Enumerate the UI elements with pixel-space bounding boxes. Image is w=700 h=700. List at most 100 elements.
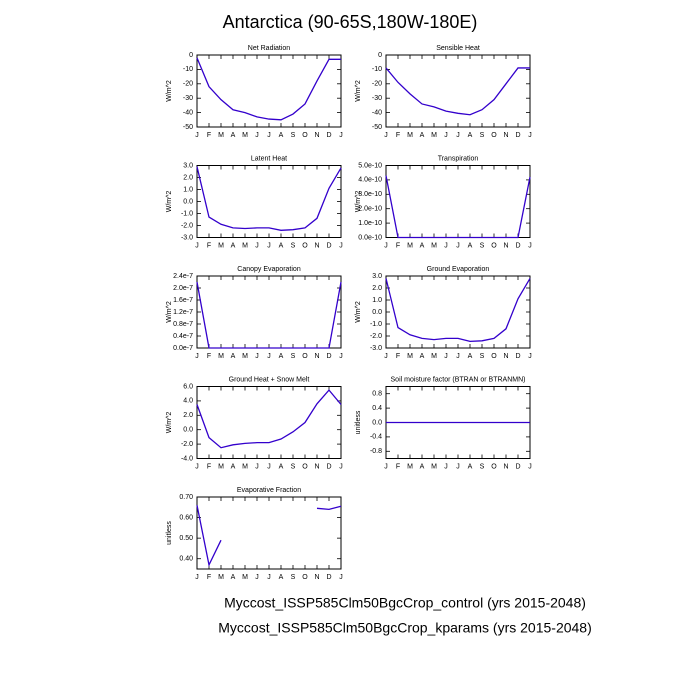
x-tick-label: F (396, 353, 400, 360)
x-tick-label: J (195, 463, 199, 470)
x-tick-label: J (255, 242, 259, 249)
y-tick-label: 6.0 (183, 383, 193, 390)
x-tick-label: J (267, 463, 271, 470)
data-line (385, 175, 531, 239)
x-tick-label: S (291, 574, 296, 581)
panel-title: Transpiration (438, 155, 479, 162)
x-tick-label: J (384, 242, 388, 249)
x-tick-label: S (291, 242, 296, 249)
y-tick-label: 0.4 (372, 405, 382, 412)
y-tick-label: -50 (372, 124, 382, 131)
panel-title: Canopy Evaporation (237, 266, 301, 273)
x-tick-label: M (218, 132, 224, 139)
x-tick-label: J (255, 574, 259, 581)
x-tick-label: A (279, 353, 284, 360)
y-tick-label: 2.0 (372, 285, 382, 292)
data-line (316, 505, 342, 511)
y-tick-label: 0.0e-7 (173, 345, 193, 352)
panel-title: Latent Heat (251, 155, 287, 162)
x-tick-label: F (396, 242, 400, 249)
x-tick-label: J (528, 463, 532, 470)
x-tick-label: J (528, 353, 532, 360)
x-tick-label: N (503, 353, 508, 360)
x-tick-label: N (314, 132, 319, 139)
y-tick-label: 0.4e-7 (173, 333, 193, 340)
y-tick-label: 0.0 (372, 419, 382, 426)
x-tick-label: J (195, 574, 199, 581)
x-tick-label: F (207, 242, 211, 249)
x-tick-label: M (431, 242, 437, 249)
y-tick-label: 2.0e-10 (358, 206, 382, 213)
x-tick-label: J (456, 353, 460, 360)
y-axis-label: unitless (166, 521, 173, 545)
x-tick-label: A (279, 242, 284, 249)
y-tick-label: -0.4 (370, 434, 382, 441)
y-axis-label: W/m^2 (355, 191, 362, 213)
y-tick-label: 0 (189, 52, 193, 59)
x-tick-label: F (207, 132, 211, 139)
x-tick-label: M (407, 353, 413, 360)
y-tick-label: 0.0 (183, 427, 193, 434)
y-tick-label: 1.0 (372, 297, 382, 304)
y-tick-label: 3.0 (372, 273, 382, 280)
x-tick-label: M (242, 353, 248, 360)
x-tick-label: S (291, 353, 296, 360)
y-tick-label: 4.0 (183, 398, 193, 405)
y-tick-label: -10 (372, 66, 382, 73)
x-tick-label: M (407, 132, 413, 139)
x-tick-label: O (491, 353, 497, 360)
x-tick-label: F (396, 132, 400, 139)
y-tick-label: 1.0e-10 (358, 220, 382, 227)
y-tick-label: 2.0 (183, 412, 193, 419)
data-line (196, 281, 342, 349)
x-tick-label: J (444, 463, 448, 470)
x-tick-label: N (314, 463, 319, 470)
y-axis-label: W/m^2 (166, 80, 173, 102)
y-tick-label: -30 (372, 95, 382, 102)
x-tick-label: J (339, 574, 343, 581)
x-tick-label: A (468, 353, 473, 360)
x-tick-label: J (528, 132, 532, 139)
x-tick-label: A (231, 353, 236, 360)
x-tick-label: O (491, 463, 497, 470)
x-tick-label: M (242, 132, 248, 139)
y-tick-label: -30 (183, 95, 193, 102)
x-tick-label: D (326, 132, 331, 139)
panel-title: Evaporative Fraction (237, 487, 301, 494)
x-tick-label: J (384, 463, 388, 470)
x-tick-label: A (279, 574, 284, 581)
x-tick-label: J (339, 242, 343, 249)
x-tick-label: M (242, 463, 248, 470)
x-tick-label: N (503, 242, 508, 249)
x-tick-label: O (491, 242, 497, 249)
plot-frame (196, 165, 342, 238)
x-tick-label: J (267, 574, 271, 581)
x-tick-label: J (267, 242, 271, 249)
data-line (196, 505, 222, 567)
x-tick-label: M (242, 574, 248, 581)
y-tick-label: -40 (183, 109, 193, 116)
x-tick-label: O (302, 353, 308, 360)
y-tick-label: 1.6e-7 (173, 297, 193, 304)
x-tick-label: A (231, 132, 236, 139)
x-tick-label: J (444, 242, 448, 249)
x-tick-label: S (291, 132, 296, 139)
x-tick-label: S (480, 463, 485, 470)
y-axis-label: W/m^2 (166, 301, 173, 323)
y-tick-label: 0.40 (179, 556, 193, 563)
x-tick-label: M (242, 242, 248, 249)
y-tick-label: 1.2e-7 (173, 309, 193, 316)
x-tick-label: S (291, 463, 296, 470)
x-tick-label: D (326, 242, 331, 249)
x-tick-label: J (267, 132, 271, 139)
y-tick-label: -2.0 (181, 222, 193, 229)
x-tick-label: O (302, 132, 308, 139)
y-axis-label: W/m^2 (355, 301, 362, 323)
x-tick-label: N (314, 242, 319, 249)
x-tick-label: J (456, 132, 460, 139)
x-tick-label: O (302, 463, 308, 470)
y-tick-label: 0.0 (183, 198, 193, 205)
y-tick-label: -20 (183, 81, 193, 88)
y-tick-label: 0 (378, 52, 382, 59)
